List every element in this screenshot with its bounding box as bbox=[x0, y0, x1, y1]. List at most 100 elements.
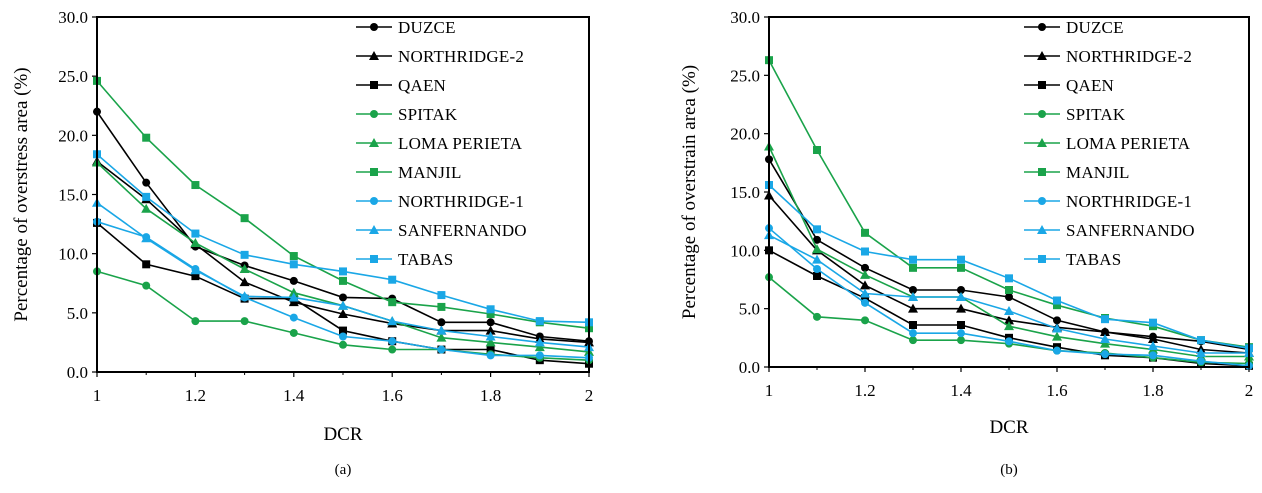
data-point bbox=[908, 292, 918, 301]
legend-swatch-marker bbox=[370, 23, 378, 31]
legend-swatch-marker bbox=[369, 225, 379, 234]
legend-swatch-marker bbox=[1037, 51, 1047, 60]
data-point bbox=[534, 342, 545, 352]
y-tick-label: 15.0 bbox=[58, 186, 88, 205]
y-tick-label: 0.0 bbox=[67, 363, 88, 382]
legend-entry: DUZCE bbox=[1024, 18, 1123, 37]
data-point bbox=[535, 317, 544, 326]
data-point bbox=[861, 247, 869, 256]
chart-b: 0.0 5.0 10.0 15.0 20.0 25.0 30.0 1 1.2 1.4 1.6 1.8 2… bbox=[679, 8, 1254, 478]
legend-entry: NORTHRIDGE-1 bbox=[1024, 192, 1192, 211]
series-duzce bbox=[765, 155, 1253, 354]
legend-swatch-marker bbox=[369, 138, 379, 147]
data-point bbox=[956, 292, 966, 301]
x-tick-label: 1.8 bbox=[480, 386, 501, 405]
data-point bbox=[289, 313, 298, 322]
data-point bbox=[909, 263, 917, 272]
data-point bbox=[339, 276, 347, 285]
x-tick-label: 1 bbox=[765, 381, 774, 400]
legend-swatch-marker bbox=[370, 168, 378, 176]
data-point bbox=[1053, 301, 1061, 310]
y-tick-label: 20.0 bbox=[58, 126, 88, 145]
data-point bbox=[1101, 350, 1109, 359]
x-tick-label: 1.6 bbox=[382, 386, 403, 405]
y-tick-label: 10.0 bbox=[730, 241, 760, 260]
data-point bbox=[486, 351, 495, 360]
legend-swatch-marker bbox=[370, 81, 378, 89]
legend-label: NORTHRIDGE-2 bbox=[1066, 47, 1192, 66]
y-tick-label: 10.0 bbox=[58, 245, 88, 264]
data-point bbox=[909, 255, 917, 264]
x-tick-label: 1.6 bbox=[1046, 381, 1067, 400]
data-point bbox=[388, 275, 397, 284]
data-point bbox=[1149, 351, 1157, 360]
data-point bbox=[388, 337, 397, 346]
legend-label: MANJIL bbox=[1066, 163, 1130, 182]
data-point bbox=[1100, 327, 1110, 336]
legend-label: SANFERNANDO bbox=[398, 221, 527, 240]
legend-swatch-marker bbox=[370, 197, 378, 205]
y-tick-label: 20.0 bbox=[730, 125, 760, 144]
legend-entry: LOMA PERIETA bbox=[1024, 134, 1191, 153]
figure-caption: (a) bbox=[335, 462, 352, 478]
data-point bbox=[289, 276, 298, 285]
data-point bbox=[535, 351, 544, 360]
data-point bbox=[1197, 336, 1205, 345]
legend-entry: TABAS bbox=[356, 250, 453, 269]
legend-swatch-marker bbox=[370, 255, 378, 263]
data-point bbox=[957, 321, 965, 329]
data-point bbox=[239, 277, 250, 287]
legend-entry: SANFERNANDO bbox=[356, 221, 527, 240]
data-point bbox=[190, 265, 201, 275]
legend-swatch-marker bbox=[1038, 255, 1046, 263]
data-point bbox=[142, 260, 151, 269]
data-point bbox=[860, 288, 870, 298]
y-tick-label: 15.0 bbox=[730, 183, 760, 202]
data-point bbox=[861, 316, 869, 325]
data-point bbox=[339, 293, 347, 302]
data-point bbox=[190, 238, 201, 248]
legend-label: LOMA PERIETA bbox=[398, 134, 523, 153]
legend-label: QAEN bbox=[1066, 76, 1114, 95]
data-point bbox=[142, 281, 151, 290]
legend-swatch-marker bbox=[1037, 225, 1047, 234]
data-point bbox=[485, 331, 496, 341]
y-tick-label: 5.0 bbox=[67, 304, 88, 323]
legend-entry: MANJIL bbox=[1024, 163, 1130, 182]
data-point bbox=[289, 328, 298, 337]
data-point bbox=[1052, 323, 1062, 333]
data-point bbox=[1005, 337, 1013, 346]
data-point bbox=[860, 280, 870, 290]
series-line bbox=[96, 162, 590, 353]
legend-swatch-marker bbox=[369, 51, 379, 60]
y-tick-label: 30.0 bbox=[58, 8, 88, 27]
data-point bbox=[1053, 316, 1061, 325]
data-point bbox=[437, 345, 446, 354]
data-point bbox=[813, 265, 821, 273]
figure-caption: (b) bbox=[1000, 462, 1018, 478]
y-tick-label: 25.0 bbox=[58, 67, 88, 86]
data-point bbox=[191, 229, 200, 238]
y-tick-label: 25.0 bbox=[730, 66, 760, 85]
legend-label: SANFERNANDO bbox=[1066, 221, 1195, 240]
data-point bbox=[141, 203, 152, 213]
data-point bbox=[909, 321, 917, 329]
legend-entry: MANJIL bbox=[356, 163, 461, 182]
y-tick-label: 0.0 bbox=[739, 358, 760, 377]
data-point bbox=[240, 317, 249, 326]
data-point bbox=[239, 291, 250, 301]
data-point bbox=[1053, 346, 1061, 355]
data-point bbox=[289, 252, 298, 261]
data-point bbox=[388, 298, 397, 307]
data-point bbox=[486, 305, 495, 314]
data-point bbox=[191, 317, 200, 326]
x-tick-label: 1.4 bbox=[950, 381, 972, 400]
x-tick-label: 2 bbox=[585, 386, 594, 405]
x-tick-label: 1.2 bbox=[185, 386, 206, 405]
legend-entry: SPITAK bbox=[356, 105, 458, 124]
data-point bbox=[957, 255, 965, 264]
data-point bbox=[813, 272, 821, 280]
legend: DUZCE NORTHRIDGE-2 QAEN SPITAK LOMA PERIETA M… bbox=[1024, 18, 1195, 269]
data-point bbox=[1148, 341, 1158, 350]
